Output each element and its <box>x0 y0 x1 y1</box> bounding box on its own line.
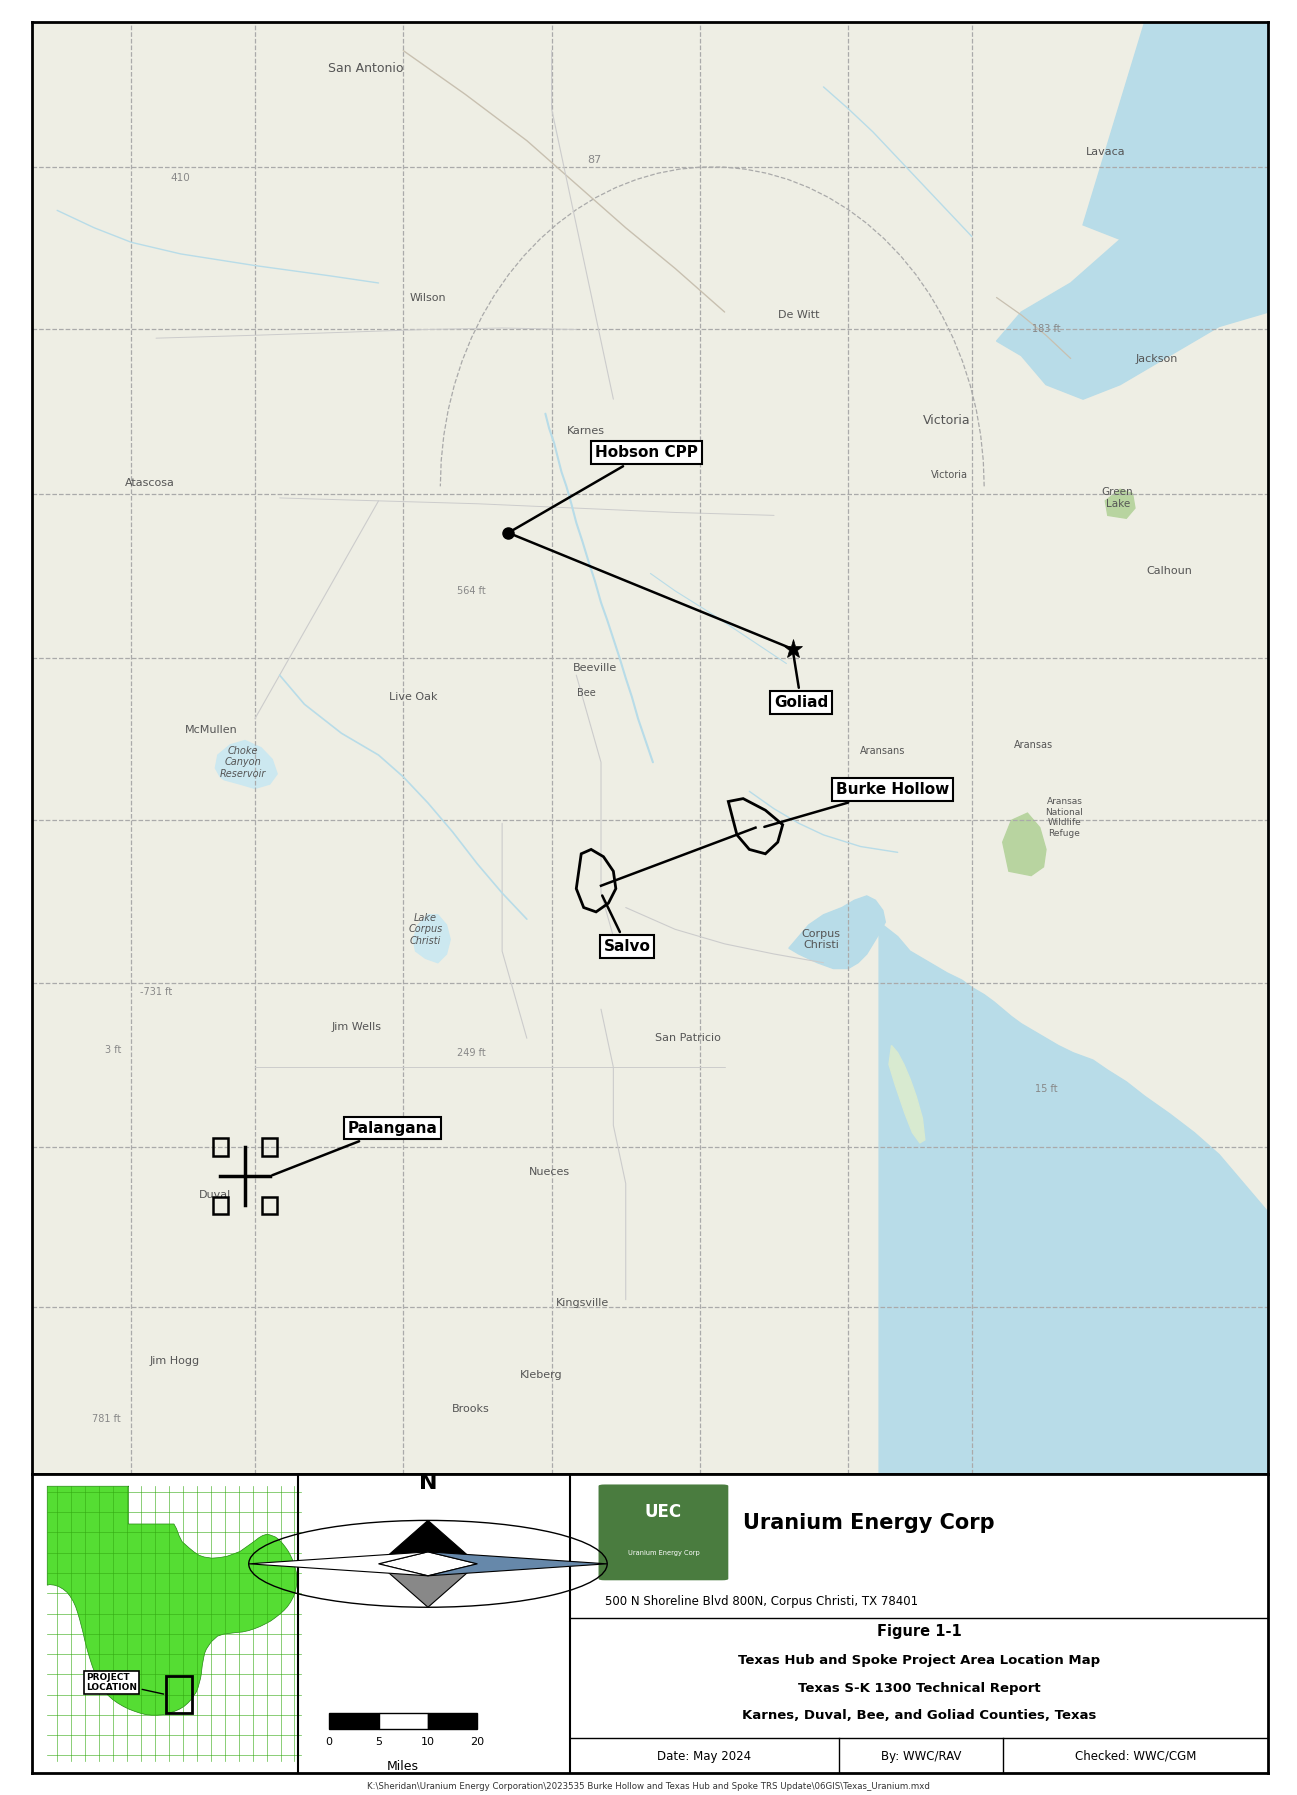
Text: McMullen: McMullen <box>185 725 239 736</box>
FancyBboxPatch shape <box>598 1484 729 1580</box>
Text: Lavaca: Lavaca <box>1086 147 1124 158</box>
Text: 5: 5 <box>375 1736 383 1747</box>
Text: San Antonio: San Antonio <box>328 61 403 75</box>
Text: 249 ft: 249 ft <box>457 1048 485 1057</box>
Text: Jim Wells: Jim Wells <box>331 1021 381 1032</box>
Text: Checked: WWC/CGM: Checked: WWC/CGM <box>1075 1750 1196 1763</box>
Text: 20: 20 <box>471 1736 485 1747</box>
Text: 87: 87 <box>588 154 602 165</box>
Text: Date: May 2024: Date: May 2024 <box>658 1750 751 1763</box>
Text: Palangana: Palangana <box>272 1120 437 1176</box>
Text: Figure 1-1: Figure 1-1 <box>877 1624 961 1639</box>
Text: Miles: Miles <box>388 1759 419 1773</box>
Text: 564 ft: 564 ft <box>457 585 485 596</box>
Polygon shape <box>1083 22 1268 253</box>
Text: -731 ft: -731 ft <box>140 987 173 996</box>
Polygon shape <box>47 1486 297 1716</box>
Text: Brooks: Brooks <box>453 1404 490 1414</box>
Text: Burke Hollow: Burke Hollow <box>764 783 949 827</box>
Text: Wilson: Wilson <box>410 293 446 303</box>
Text: Calhoun: Calhoun <box>1147 565 1192 576</box>
Polygon shape <box>379 1563 477 1607</box>
Text: Live Oak: Live Oak <box>389 691 437 702</box>
Text: UEC: UEC <box>645 1502 682 1520</box>
Polygon shape <box>1105 490 1135 519</box>
Text: Hobson CPP: Hobson CPP <box>511 445 698 531</box>
Bar <box>428 1712 477 1729</box>
Text: Lake
Corpus
Christi: Lake Corpus Christi <box>409 912 442 946</box>
Text: Texas Hub and Spoke Project Area Location Map: Texas Hub and Spoke Project Area Locatio… <box>738 1653 1100 1668</box>
Bar <box>213 1138 228 1156</box>
Text: 410: 410 <box>171 174 191 183</box>
Text: De Witt: De Witt <box>778 311 820 320</box>
Text: Karnes, Duval, Bee, and Goliad Counties, Texas: Karnes, Duval, Bee, and Goliad Counties,… <box>742 1709 1096 1723</box>
Text: Kingsville: Kingsville <box>556 1298 610 1307</box>
Text: Nueces: Nueces <box>529 1167 569 1178</box>
Text: Duval: Duval <box>200 1190 231 1201</box>
Bar <box>262 1197 278 1213</box>
Text: Beeville: Beeville <box>573 662 617 673</box>
Bar <box>379 1712 428 1729</box>
Polygon shape <box>879 22 1268 1474</box>
Text: Choke
Canyon
Reservoir: Choke Canyon Reservoir <box>219 745 266 779</box>
Text: 15 ft: 15 ft <box>1035 1084 1057 1095</box>
Polygon shape <box>996 22 1268 398</box>
Polygon shape <box>1003 813 1045 876</box>
Text: Jackson: Jackson <box>1136 354 1179 364</box>
Bar <box>166 1677 192 1712</box>
Text: 10: 10 <box>422 1736 434 1747</box>
Text: N: N <box>419 1474 437 1493</box>
Text: Karnes: Karnes <box>567 425 606 436</box>
Polygon shape <box>379 1520 477 1563</box>
Text: By: WWC/RAV: By: WWC/RAV <box>881 1750 961 1763</box>
Text: Refugio: Refugio <box>789 700 829 709</box>
Bar <box>262 1138 278 1156</box>
Text: Texas S-K 1300 Technical Report: Texas S-K 1300 Technical Report <box>798 1682 1040 1694</box>
Polygon shape <box>789 896 886 969</box>
Text: Goliad: Goliad <box>774 652 829 711</box>
Polygon shape <box>215 741 278 788</box>
Text: PROJECT
LOCATION: PROJECT LOCATION <box>86 1673 163 1694</box>
Text: Bee: Bee <box>577 687 595 698</box>
Bar <box>329 1712 379 1729</box>
Text: Uranium Energy Corp: Uranium Energy Corp <box>628 1549 699 1556</box>
Text: 3 ft: 3 ft <box>105 1045 121 1055</box>
Text: Green
Lake: Green Lake <box>1102 486 1134 508</box>
Text: 781 ft: 781 ft <box>92 1414 121 1423</box>
Text: Victoria: Victoria <box>923 415 971 427</box>
Text: 0: 0 <box>326 1736 332 1747</box>
Text: 500 N Shoreline Blvd 800N, Corpus Christi, TX 78401: 500 N Shoreline Blvd 800N, Corpus Christ… <box>604 1594 918 1608</box>
Text: Aransas
National
Wildlife
Refuge: Aransas National Wildlife Refuge <box>1045 797 1083 838</box>
Text: K:\Sheridan\Uranium Energy Corporation\2023535 Burke Hollow and Texas Hub and Sp: K:\Sheridan\Uranium Energy Corporation\2… <box>367 1781 930 1791</box>
Text: Kleberg: Kleberg <box>520 1370 563 1380</box>
Text: Jim Hogg: Jim Hogg <box>149 1355 200 1366</box>
Text: Atascosa: Atascosa <box>125 479 175 488</box>
Text: San Patricio: San Patricio <box>655 1034 720 1043</box>
Text: Corpus
Christi: Corpus Christi <box>802 928 840 950</box>
Text: Victoria: Victoria <box>931 470 968 479</box>
Text: Salvo: Salvo <box>602 896 650 955</box>
Bar <box>213 1197 228 1213</box>
Text: 183 ft: 183 ft <box>1031 325 1060 334</box>
Polygon shape <box>888 1045 925 1143</box>
Polygon shape <box>249 1553 428 1576</box>
Text: Uranium Energy Corp: Uranium Energy Corp <box>743 1513 995 1533</box>
Polygon shape <box>428 1553 607 1576</box>
Text: Aransans: Aransans <box>860 745 905 756</box>
Text: Aransas: Aransas <box>1014 740 1053 750</box>
Polygon shape <box>414 915 450 962</box>
